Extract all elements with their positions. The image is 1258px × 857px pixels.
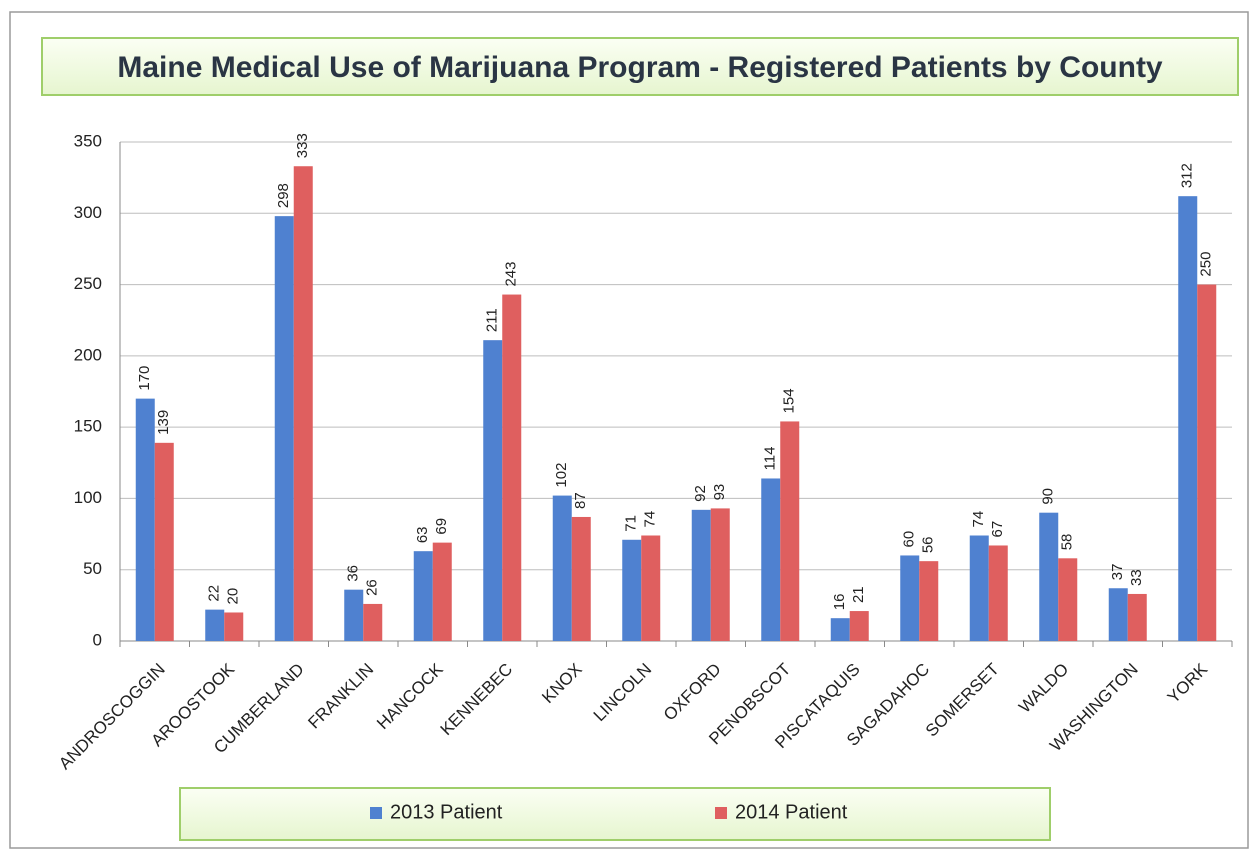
value-label: 60 bbox=[901, 531, 918, 548]
value-label: 16 bbox=[831, 594, 848, 611]
bar bbox=[1127, 593, 1147, 641]
value-label: 312 bbox=[1179, 163, 1196, 188]
legend-label: 2013 Patient bbox=[390, 801, 503, 823]
bar bbox=[691, 509, 711, 641]
bar bbox=[135, 398, 155, 641]
bar bbox=[224, 612, 244, 641]
value-label: 33 bbox=[1128, 569, 1145, 586]
bar bbox=[363, 603, 383, 641]
bar bbox=[710, 508, 730, 641]
bar bbox=[900, 555, 920, 641]
y-tick-label: 350 bbox=[74, 131, 102, 150]
legend-swatch bbox=[715, 807, 727, 819]
chart-frame bbox=[9, 11, 1249, 849]
bar bbox=[988, 545, 1008, 641]
value-label: 26 bbox=[364, 579, 381, 596]
bar bbox=[1058, 558, 1078, 641]
bar bbox=[830, 618, 850, 641]
value-label: 69 bbox=[433, 518, 450, 535]
y-tick-label: 100 bbox=[74, 488, 102, 507]
bar bbox=[919, 561, 939, 641]
bar bbox=[1197, 284, 1217, 641]
value-label: 87 bbox=[572, 492, 589, 509]
bar bbox=[552, 495, 572, 641]
value-label: 74 bbox=[642, 511, 659, 528]
bar bbox=[761, 478, 781, 641]
value-label: 56 bbox=[920, 536, 937, 553]
bar bbox=[641, 535, 661, 641]
value-label: 114 bbox=[762, 447, 779, 471]
value-label: 74 bbox=[970, 511, 987, 528]
value-label: 63 bbox=[414, 526, 431, 543]
chart-title: Maine Medical Use of Marijuana Program -… bbox=[117, 51, 1163, 84]
bar bbox=[969, 535, 989, 641]
value-label: 298 bbox=[275, 183, 292, 208]
bar bbox=[205, 609, 225, 641]
bar bbox=[780, 421, 800, 641]
bar bbox=[154, 442, 174, 641]
legend-label: 2014 Patient bbox=[735, 801, 848, 823]
title-box bbox=[41, 37, 1239, 96]
value-label: 102 bbox=[553, 463, 570, 488]
y-tick-label: 200 bbox=[74, 345, 102, 364]
bar bbox=[483, 340, 503, 641]
bar bbox=[622, 539, 642, 641]
bar bbox=[849, 611, 869, 641]
bar bbox=[413, 551, 433, 641]
legend-swatch bbox=[370, 807, 382, 819]
value-label: 37 bbox=[1109, 564, 1126, 581]
value-label: 36 bbox=[345, 565, 362, 582]
value-label: 139 bbox=[155, 410, 172, 435]
value-label: 71 bbox=[623, 515, 640, 532]
y-tick-label: 300 bbox=[74, 203, 102, 222]
bar bbox=[344, 589, 364, 641]
value-label: 58 bbox=[1059, 534, 1076, 551]
y-tick-label: 150 bbox=[74, 417, 102, 436]
value-label: 90 bbox=[1040, 488, 1057, 505]
bar bbox=[1108, 588, 1128, 641]
bar bbox=[1039, 512, 1059, 641]
legend-box bbox=[179, 787, 1051, 841]
y-tick-label: 250 bbox=[74, 274, 102, 293]
y-tick-label: 0 bbox=[93, 630, 102, 649]
value-label: 21 bbox=[850, 586, 867, 603]
value-label: 211 bbox=[484, 308, 501, 332]
value-label: 20 bbox=[225, 588, 242, 605]
bar bbox=[1178, 196, 1198, 642]
bar bbox=[293, 166, 313, 642]
bar bbox=[571, 516, 591, 641]
y-tick-label: 50 bbox=[83, 559, 102, 578]
value-label: 333 bbox=[294, 133, 311, 158]
value-label: 243 bbox=[503, 262, 520, 287]
value-label: 250 bbox=[1198, 252, 1215, 277]
bar bbox=[502, 294, 522, 641]
value-label: 170 bbox=[136, 366, 153, 391]
bar bbox=[432, 542, 452, 641]
value-label: 92 bbox=[692, 485, 709, 502]
value-label: 93 bbox=[711, 484, 728, 501]
value-label: 154 bbox=[781, 388, 798, 413]
value-label: 22 bbox=[206, 585, 223, 602]
value-label: 67 bbox=[989, 521, 1006, 538]
bar bbox=[274, 216, 294, 641]
